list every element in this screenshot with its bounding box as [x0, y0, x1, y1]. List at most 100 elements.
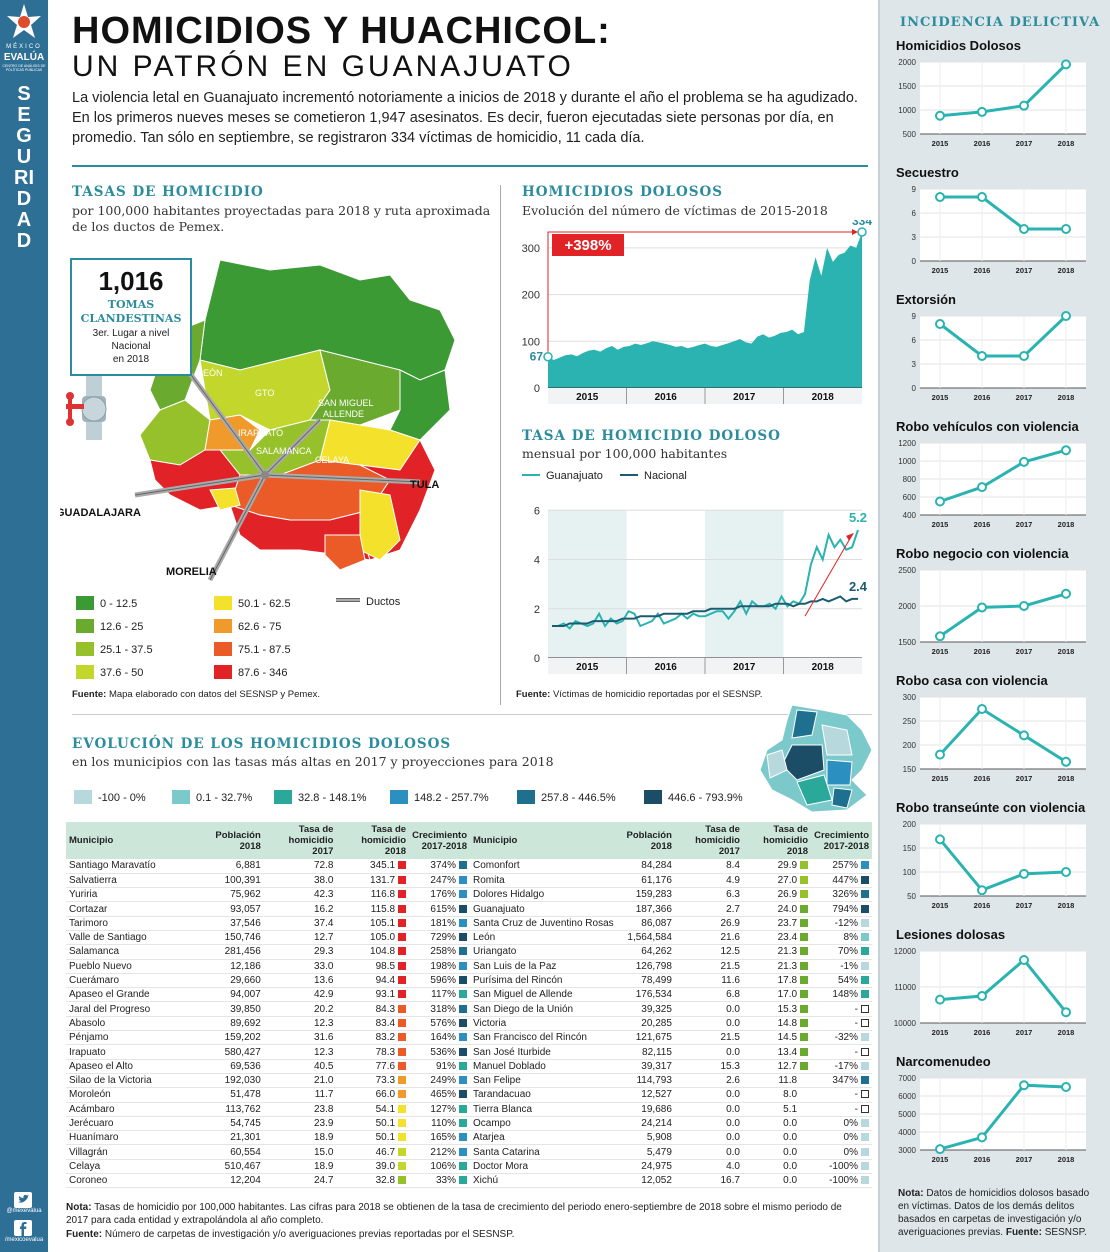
table-cell-text: 8.0 — [783, 1089, 798, 1101]
table-cell: 0.0 — [674, 1130, 743, 1146]
chart-source-text: Víctimas de homicidio reportadas por el … — [552, 689, 763, 700]
mini-y-tick: 6000 — [898, 1092, 916, 1101]
table-cell: 93.1 — [336, 987, 410, 1003]
table-cell-text: 576% — [430, 1017, 456, 1029]
mini-data-point — [1061, 224, 1071, 234]
twitter-handle[interactable]: @mexevalua — [6, 1208, 42, 1214]
rate-swatch — [800, 918, 809, 927]
table-cell-text: 11.7 — [314, 1089, 334, 1101]
area-start-label: 67 — [530, 350, 544, 364]
mini-x-tick: 2017 — [1016, 647, 1033, 656]
area-change-badge — [552, 234, 624, 256]
tomas-note-1: 3er. Lugar a nivel — [92, 328, 170, 339]
table-cell: 39.0 — [336, 1159, 410, 1175]
table-cell-text: 29,660 — [230, 975, 261, 987]
mini-x-tick: 2017 — [1016, 1028, 1033, 1037]
label-gto: GTO — [255, 388, 274, 398]
table-cell-text: 33.0 — [313, 960, 334, 972]
table-row: Apaseo el Grande 94,007 42.9 93.1 117% — [66, 987, 470, 1003]
growth-swatch — [861, 1161, 869, 1170]
growth-swatch — [459, 861, 467, 870]
mini-y-tick: 11000 — [894, 983, 916, 992]
table-cell: 258% — [409, 944, 470, 960]
map-region-east — [389, 369, 451, 441]
tomas-note-3: en 2018 — [112, 354, 150, 365]
table-cell: Manuel Doblado — [470, 1059, 619, 1074]
table-row: Yuriria 75,962 42.3 116.8 176% — [66, 887, 470, 903]
mini-series-line — [939, 1083, 1067, 1151]
mini-chart-title: Secuestro — [896, 165, 959, 180]
tomas-label-2: CLANDESTINAS — [80, 312, 182, 325]
mini-plot-bg — [920, 824, 1086, 896]
mini-series-line — [939, 448, 1067, 503]
table-cell-text: 42.9 — [313, 989, 334, 1001]
table-cell: - — [811, 1087, 872, 1103]
table-cell-text: 26.9 — [720, 917, 740, 929]
table-cell: Tierra Blanca — [470, 1102, 619, 1117]
table-cell: 2.7 — [674, 901, 743, 917]
rate-swatch — [398, 1147, 407, 1156]
table-cell-text: 16.2 — [313, 903, 334, 915]
table-cell: 31.6 — [263, 1030, 337, 1046]
growth-legend-item: -100 - 0% — [74, 790, 146, 804]
growth-swatch — [459, 1147, 467, 1156]
rate-swatch — [398, 1176, 407, 1185]
table-cell: Celaya — [66, 1159, 204, 1175]
label-tula: TULA — [410, 479, 439, 491]
mini-data-point — [1061, 1082, 1071, 1092]
rate-x-tick: 2015 — [576, 662, 599, 673]
table-cell: 0.0 — [674, 1001, 743, 1017]
star-logo-icon — [7, 4, 41, 38]
table-cell-text: 0.0 — [726, 1132, 740, 1144]
rate-y-tick: 4 — [534, 555, 540, 567]
table-row: Santa Catarina 5,479 0.0 0.0 0% — [470, 1144, 872, 1160]
table-cell: 596% — [409, 973, 470, 989]
table-cell-text: 729% — [430, 932, 456, 944]
table-cell-text: 12.3 — [313, 1017, 334, 1029]
map-legend-label: 25.1 - 37.5 — [100, 644, 153, 656]
growth-legend-item: 32.8 - 148.1% — [274, 790, 367, 804]
area-y-tick: 100 — [522, 336, 540, 348]
rate-swatch — [398, 1061, 407, 1070]
facebook-handle[interactable]: /mexicoevalua — [4, 1237, 44, 1243]
table-cell-text: 21.0 — [313, 1075, 334, 1087]
table-cell: Moroleón — [66, 1087, 204, 1103]
rate-end-label-nac: 2.4 — [849, 579, 868, 594]
growth-swatch — [459, 990, 467, 999]
mini-y-tick: 3 — [912, 233, 917, 242]
mini-y-tick: 9 — [912, 312, 917, 321]
growth-swatch — [459, 1033, 467, 1042]
table-cell: 42.9 — [263, 987, 337, 1003]
table-cell-text: Tierra Blanca — [473, 1103, 533, 1115]
table-cell: 105.0 — [336, 930, 410, 946]
table-row: Victoria 20,285 0.0 14.8 - — [470, 1016, 872, 1032]
mini-y-tick: 300 — [903, 693, 917, 702]
table-cell-text: 94,007 — [230, 989, 261, 1001]
table-cell-text: San Luis de la Paz — [473, 960, 557, 972]
growth-swatch — [459, 947, 467, 956]
table-cell-text: 0.0 — [783, 1146, 798, 1158]
mini-data-point — [1061, 588, 1071, 599]
table-cell-text: - — [854, 1103, 858, 1115]
table-cell: 247% — [409, 873, 470, 889]
table-cell-text: 615% — [430, 903, 456, 915]
growth-swatch — [459, 1047, 467, 1056]
table-cell: 121,675 — [618, 1030, 675, 1046]
growth-legend-label: -100 - 0% — [98, 792, 146, 804]
map-region-yuriria — [209, 487, 241, 511]
twitter-icon[interactable] — [14, 1192, 32, 1208]
table-cell: 0.0 — [674, 1102, 743, 1117]
rate-swatch — [398, 1104, 407, 1113]
tomas-note-2: Nacional — [111, 341, 151, 352]
area-end-point — [857, 227, 867, 237]
table-row: San Diego de la Unión 39,325 0.0 15.3 - — [470, 1001, 872, 1017]
table-row: Uriangato 64,262 12.5 21.3 70% — [470, 944, 872, 960]
map-legend-swatch — [76, 596, 94, 610]
facebook-icon[interactable] — [14, 1220, 32, 1236]
mini-x-tick: 2015 — [932, 901, 949, 910]
table-cell-text: 113,762 — [225, 1103, 261, 1115]
table-cell-text: 70% — [837, 946, 858, 958]
table-cell-text: 78,499 — [641, 975, 672, 987]
table-cell: San Felipe — [470, 1073, 619, 1089]
table-cell-text: 0% — [843, 1117, 858, 1129]
